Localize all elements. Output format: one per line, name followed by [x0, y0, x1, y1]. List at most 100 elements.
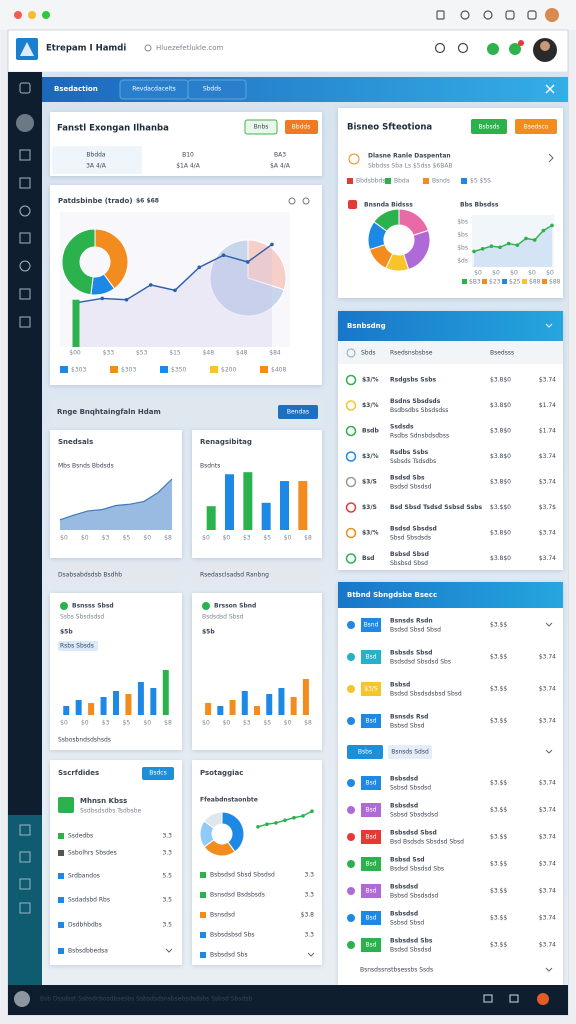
x-tick-label: $8	[304, 535, 312, 542]
chevron[interactable]	[545, 622, 553, 627]
row-pct: $3.74	[539, 654, 556, 661]
group-pill[interactable]	[347, 745, 383, 759]
button-label[interactable]: Bsbsds	[478, 124, 499, 131]
row-icon[interactable]	[347, 653, 355, 661]
row-icon[interactable]	[345, 374, 357, 386]
card-footer: Rsedasclsadsd Ranbng	[200, 572, 269, 579]
area	[60, 479, 172, 530]
x-tick-label: $15	[169, 350, 181, 357]
row-label: Ssbolhrs Sbsdes	[68, 850, 117, 857]
row-icon[interactable]	[345, 553, 357, 564]
bar	[162, 670, 169, 715]
row-pct: $3.74	[539, 479, 556, 486]
url[interactable]: Hluezefetlukle.com	[156, 44, 223, 52]
row-icon[interactable]	[345, 425, 357, 437]
row-label: Ssdedbs	[68, 833, 93, 840]
footer-avatar[interactable]	[14, 991, 30, 1007]
sidebar-icons[interactable]	[19, 82, 31, 914]
url-icon	[144, 44, 152, 52]
sidebar-bottom	[8, 815, 42, 985]
x-tick-label: $48	[203, 350, 215, 357]
legend-label: $303	[121, 367, 136, 374]
row-icon[interactable]	[345, 400, 357, 411]
stat-value: 3A 4/A	[86, 163, 107, 170]
row-icon[interactable]	[345, 476, 357, 488]
status-icon[interactable]	[487, 43, 499, 55]
row-value: 3.3	[304, 872, 314, 879]
row-icon[interactable]	[347, 887, 355, 895]
header-icons[interactable]	[434, 42, 469, 54]
sidebar-avatar[interactable]	[16, 114, 34, 132]
row-amount: $3.8$0	[490, 428, 511, 435]
row-icon[interactable]	[347, 717, 355, 725]
row-icon[interactable]	[345, 527, 357, 539]
legend-label: $303	[71, 367, 86, 374]
footer-bar	[8, 985, 568, 1015]
chevron[interactable]	[545, 323, 553, 328]
row-icon[interactable]	[347, 685, 355, 693]
item-name: Mhnsn Kbss	[80, 797, 127, 805]
window-max[interactable]	[42, 11, 50, 19]
x-tick-label: $5	[263, 720, 271, 727]
group-pill[interactable]	[388, 745, 432, 759]
button[interactable]	[285, 120, 318, 134]
row-icon[interactable]	[347, 833, 355, 841]
row-icon[interactable]	[347, 914, 355, 922]
notify-icon[interactable]	[509, 43, 521, 55]
close-button[interactable]	[545, 84, 555, 94]
row-label: Bsbsdsd Sbs	[210, 952, 248, 959]
row-amount: $3.8$0	[490, 479, 511, 486]
card-icons[interactable]	[288, 197, 310, 205]
footer-badge[interactable]	[537, 993, 549, 1005]
x-tick-label: $8	[164, 535, 172, 542]
button[interactable]	[515, 119, 557, 134]
notify-dot	[518, 40, 524, 46]
button[interactable]	[244, 119, 278, 135]
list-footer[interactable]: Bsnsdssnstbsessbs Ssds	[360, 967, 433, 974]
button-label[interactable]: Bbdds	[292, 124, 311, 131]
button-label[interactable]: Bendas	[287, 409, 309, 416]
chevron[interactable]	[307, 952, 315, 957]
row-icon[interactable]	[347, 860, 355, 868]
row-icon	[58, 897, 64, 903]
button[interactable]	[278, 405, 318, 419]
chevron[interactable]	[545, 967, 553, 972]
card-icon	[202, 602, 210, 610]
row-value: $3.8	[301, 912, 315, 919]
row-icon[interactable]	[347, 779, 355, 787]
chevron[interactable]	[165, 948, 173, 953]
row-label: Bsbsdsbsd Sbs	[210, 932, 255, 939]
row-sub: Bsdsd Sbsdsd Sbs	[390, 866, 444, 873]
window-close[interactable]	[14, 11, 22, 19]
row-icon[interactable]	[347, 806, 355, 814]
chevron[interactable]	[545, 749, 553, 754]
x-tick-label: $0	[202, 535, 210, 542]
chevron[interactable]	[548, 153, 554, 163]
tab-label[interactable]: Sbdds	[203, 86, 221, 93]
button[interactable]	[142, 767, 174, 780]
row-icon[interactable]	[345, 451, 357, 462]
row-badge	[361, 714, 381, 728]
footer-icons[interactable]	[483, 994, 519, 1003]
list-title: Bsnbsdng	[347, 322, 386, 330]
browser-avatar[interactable]	[545, 8, 559, 22]
row-icon	[200, 872, 206, 878]
row-icon[interactable]	[347, 941, 355, 949]
button-label[interactable]: Bsedsco	[524, 124, 549, 131]
button[interactable]	[471, 119, 507, 134]
button-label[interactable]: Bnbs	[254, 124, 269, 131]
tab[interactable]	[187, 79, 247, 100]
bar	[298, 481, 308, 530]
stat-label: Bbdda	[86, 152, 106, 159]
row-icon[interactable]	[347, 621, 355, 629]
window-min[interactable]	[28, 11, 36, 19]
row-tag: Bsd	[365, 861, 376, 868]
tab-label[interactable]: Revdacdacelts	[132, 86, 176, 93]
row-tag: $3/%	[362, 530, 379, 537]
x-tick-label: $3	[243, 535, 251, 542]
row-icon[interactable]	[345, 502, 357, 513]
bar	[125, 694, 132, 715]
button-label[interactable]: Bsdcs	[149, 770, 166, 777]
pie-slice	[94, 228, 129, 290]
